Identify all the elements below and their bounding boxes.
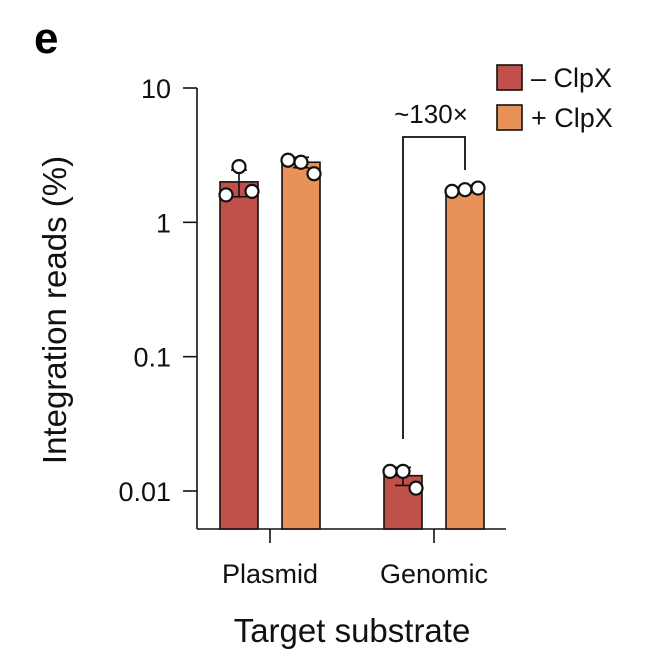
bar [445,188,485,530]
fold-change-annotation: ~130× [394,99,468,439]
x-axis-title: Target substrate [234,612,471,649]
data-point [293,154,309,170]
bar [281,161,321,530]
legend-label: + ClpX [531,103,613,133]
legend-swatch [496,64,523,91]
annotation-label: ~130× [394,99,468,129]
data-point [457,182,473,198]
data-point [470,180,486,196]
data-point [444,183,460,199]
data-point [408,480,424,496]
data-points [218,152,486,496]
y-tick-label: 0.01 [118,477,171,507]
data-point [231,158,247,175]
data-point [306,166,322,182]
panel-label: e [34,14,58,63]
y-tick-label: 10 [141,74,171,104]
bars [219,156,485,530]
data-point [382,463,398,479]
y-tick-label: 1 [156,208,171,238]
legend-swatch [496,104,523,131]
data-point [218,187,234,203]
legend: – ClpX + ClpX [496,63,613,133]
data-point [244,183,260,199]
bar [219,181,259,530]
x-tick-label: Genomic [380,559,488,589]
data-point [280,152,296,168]
axes: 0.01 0.1 1 10 Plasmid Genomic [118,74,506,589]
x-tick-label: Plasmid [222,559,318,589]
y-axis-title: Integration reads (%) [36,156,73,464]
annotation-bracket [402,136,466,439]
legend-label: – ClpX [531,63,612,93]
data-point [395,463,411,479]
y-tick-label: 0.1 [133,343,171,373]
